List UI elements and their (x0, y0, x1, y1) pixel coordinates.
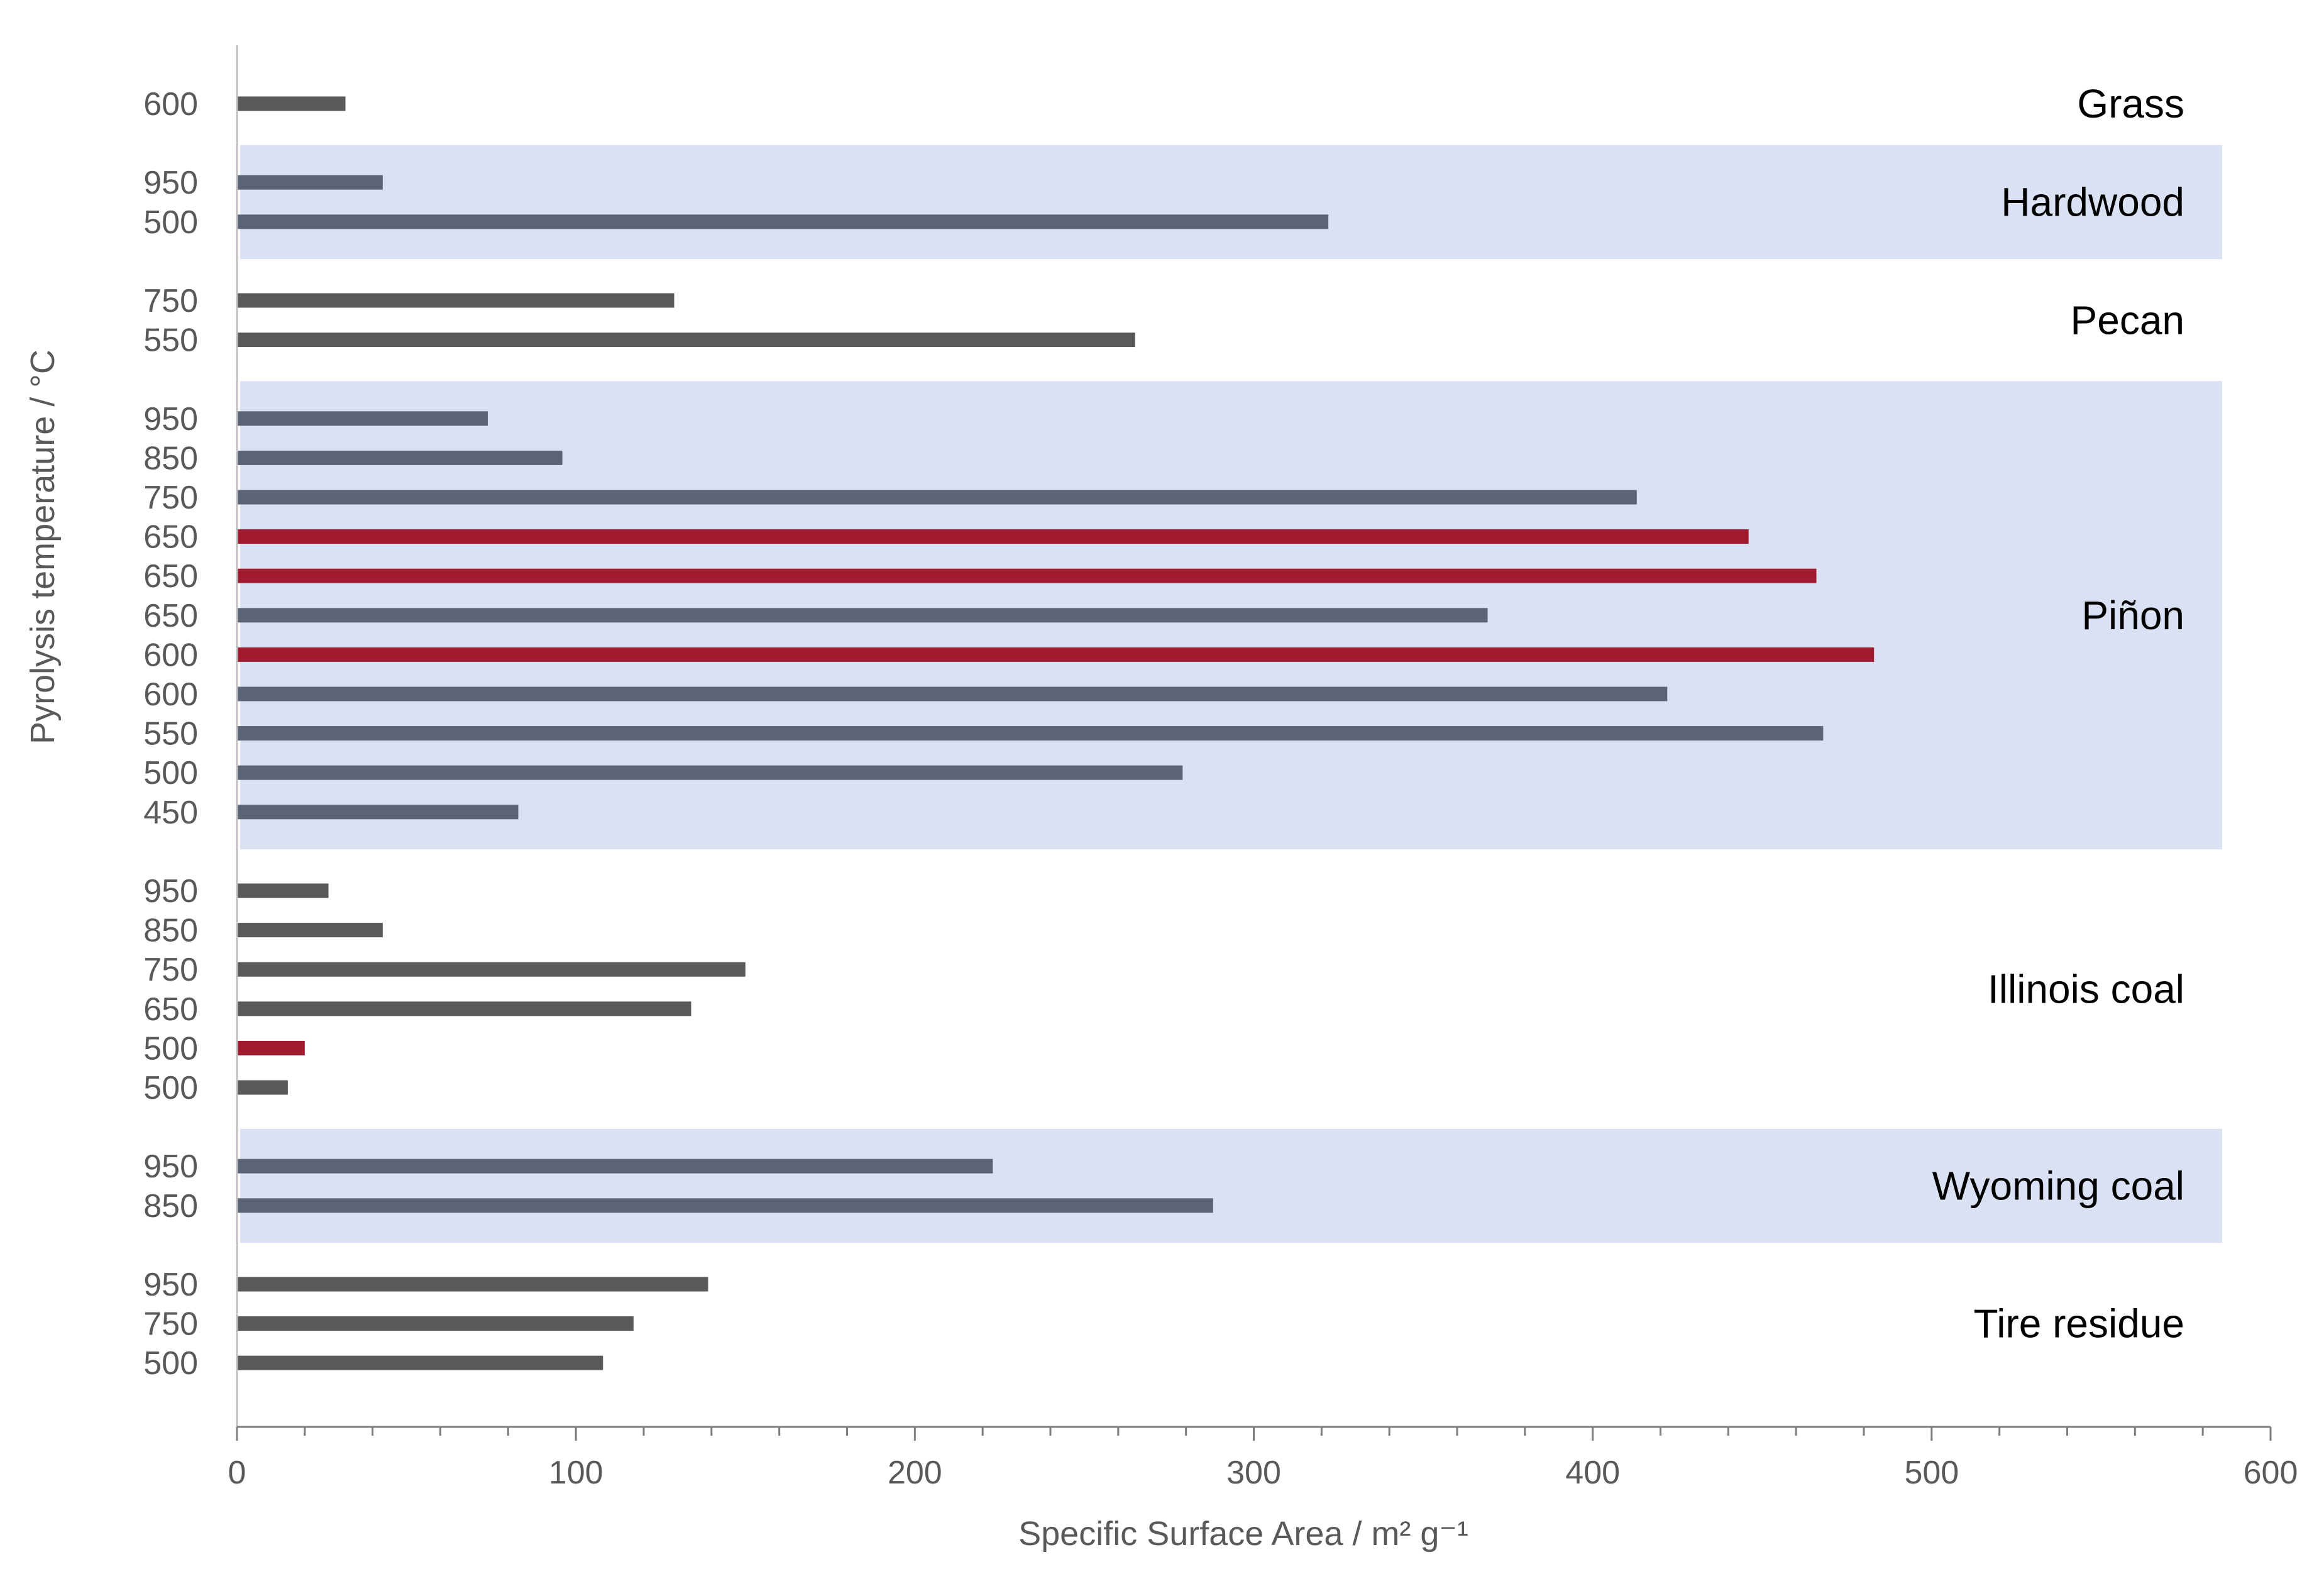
y-tick-label: 950 (143, 401, 198, 438)
group-band (240, 145, 2222, 260)
axes: 0 100 200 300 400 500 600 (228, 45, 2298, 1491)
bar (237, 1316, 634, 1331)
bar (237, 765, 1183, 780)
y-tick-label: 750 (143, 952, 198, 988)
bar (237, 923, 383, 938)
x-tick-label: 100 (549, 1455, 603, 1491)
bar (237, 214, 1329, 229)
bar (237, 490, 1637, 505)
x-tick-label: 200 (888, 1455, 942, 1491)
group-band (240, 1128, 2222, 1243)
bar (237, 411, 488, 426)
bar (237, 568, 1817, 583)
group-label: Tire residue (1973, 1301, 2184, 1346)
x-tick-label: 500 (1904, 1455, 1959, 1491)
bar (237, 962, 746, 977)
x-tick-label: 0 (228, 1455, 246, 1491)
y-tick-label: 500 (143, 755, 198, 791)
bar (237, 686, 1668, 702)
y-tick-label: 650 (143, 991, 198, 1028)
y-tick-label: 550 (143, 716, 198, 752)
group-label: Wyoming coal (1932, 1164, 2184, 1209)
bar (237, 450, 563, 465)
group-label: Pecan (2071, 297, 2184, 343)
y-tick-label: 600 (143, 676, 198, 713)
bar (237, 529, 1749, 544)
bar (237, 726, 1824, 741)
y-tick-label: 550 (143, 322, 198, 359)
group-label: Illinois coal (1988, 967, 2184, 1012)
bar (237, 1040, 305, 1055)
bar (237, 175, 383, 190)
x-tick-label: 300 (1226, 1455, 1281, 1491)
y-axis-title: Pyrolysis temperature / °C (24, 349, 62, 744)
y-tick-label: 650 (143, 519, 198, 556)
y-tick-label: 600 (143, 86, 198, 123)
bar (237, 1277, 708, 1292)
y-tick-label: 500 (143, 1345, 198, 1382)
bar (237, 333, 1135, 348)
x-axis-title: Specific Surface Area / m² g⁻¹ (1018, 1515, 1468, 1553)
bar (237, 293, 675, 308)
group-label: Grass (2077, 81, 2184, 126)
bar (237, 883, 329, 898)
bar (237, 647, 1875, 662)
bar (237, 1355, 603, 1370)
y-tick-label: 650 (143, 598, 198, 634)
group-labels: Grass Hardwood Pecan Piñon Illinois coal Wyom… (1932, 81, 2184, 1346)
group-label: Piñon (2081, 593, 2184, 638)
bar (237, 1198, 1213, 1213)
y-tick-labels: 6009505007505509508507506506506506006005… (143, 86, 198, 1382)
x-tick-label: 400 (1565, 1455, 1620, 1491)
y-tick-label: 750 (143, 283, 198, 319)
y-tick-label: 650 (143, 558, 198, 595)
y-tick-label: 950 (143, 1148, 198, 1185)
y-tick-label: 850 (143, 1188, 198, 1225)
bar (237, 1080, 288, 1095)
y-tick-label: 850 (143, 913, 198, 949)
y-tick-label: 500 (143, 1070, 198, 1106)
y-tick-label: 950 (143, 165, 198, 201)
y-tick-label: 600 (143, 637, 198, 673)
y-tick-label: 950 (143, 1267, 198, 1303)
y-tick-label: 750 (143, 480, 198, 516)
x-tick-label: 600 (2244, 1455, 2298, 1491)
bars (237, 96, 1875, 1370)
bar (237, 1158, 993, 1174)
group-label: Hardwood (2001, 180, 2184, 225)
y-tick-label: 750 (143, 1306, 198, 1343)
bar (237, 608, 1488, 623)
y-tick-label: 500 (143, 1030, 198, 1067)
y-tick-label: 950 (143, 873, 198, 910)
bar (237, 805, 519, 820)
y-tick-label: 850 (143, 440, 198, 476)
y-tick-label: 450 (143, 795, 198, 831)
bar (237, 1001, 691, 1016)
bar (237, 96, 346, 111)
y-tick-label: 500 (143, 204, 198, 241)
